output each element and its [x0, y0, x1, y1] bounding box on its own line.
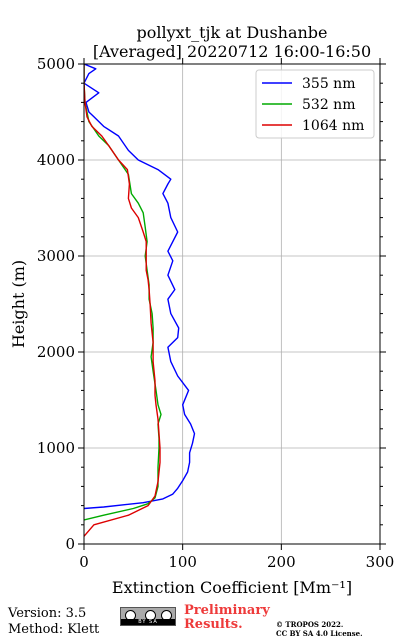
legend-label: 532 nm	[302, 97, 355, 113]
y-tick-label: 4000	[37, 151, 75, 169]
legend-label: 1064 nm	[302, 118, 364, 134]
series-line-355-nm	[84, 64, 196, 510]
preliminary-results-note: Preliminary Results.	[184, 604, 270, 632]
series-layer	[84, 64, 196, 537]
preliminary-line-1: Preliminary	[184, 603, 270, 618]
y-tick-label: 2000	[37, 343, 75, 361]
x-tick-label: 100	[168, 553, 197, 571]
y-tick-label: 3000	[37, 247, 75, 265]
version-text: Version: 3.5	[8, 606, 87, 621]
x-axis-label: Extinction Coefficient [Mm⁻¹]	[112, 578, 352, 597]
copyright-line-2: CC BY SA 4.0 License.	[276, 629, 363, 638]
y-tick-label: 0	[65, 535, 75, 553]
y-tick-label: 1000	[37, 439, 75, 457]
cc-badge-label: BY SA	[121, 619, 175, 625]
preliminary-line-2: Results.	[184, 617, 243, 632]
x-tick-label: 200	[267, 553, 296, 571]
cc-license-badge: BY SA	[120, 607, 176, 626]
legend-box	[255, 69, 375, 139]
x-tick-label: 300	[366, 553, 395, 571]
copyright-note: © TROPOS 2022. CC BY SA 4.0 License.	[276, 620, 363, 638]
chart-title: pollyxt_tjk at Dushanbe	[136, 23, 327, 42]
extinction-profile-chart: pollyxt_tjk at Dushanbe [Averaged] 20220…	[9, 23, 395, 597]
x-tick-label: 0	[79, 553, 89, 571]
method-text: Method: Klett	[8, 622, 100, 637]
chart-subtitle: [Averaged] 20220712 16:00-16:50	[93, 42, 371, 61]
plot-frame	[83, 63, 381, 545]
series-line-1064-nm	[84, 64, 161, 537]
y-tick-label: 5000	[37, 55, 75, 73]
copyright-line-1: © TROPOS 2022.	[276, 620, 344, 629]
y-axis-label: Height (m)	[9, 260, 28, 348]
legend-label: 355 nm	[302, 76, 355, 92]
legend: 355 nm 532 nm 1064 nm	[255, 69, 375, 139]
